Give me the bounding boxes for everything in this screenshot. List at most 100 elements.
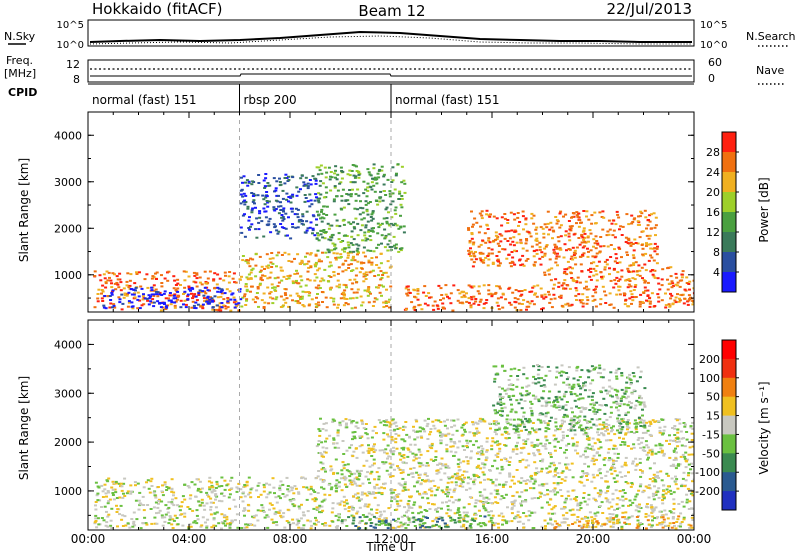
power-cell [119,289,123,292]
power-cell [265,195,269,198]
power-cell [653,247,657,250]
velocity-cell [482,466,486,469]
velocity-cell [690,462,693,465]
velocity-cell [503,457,507,460]
velocity-cell [516,423,520,426]
velocity-cell [613,508,616,511]
power-cell [154,272,157,275]
velocity-cell [330,511,334,514]
velocity-cell [455,484,458,487]
power-cell [321,236,325,239]
power-cell [271,286,275,289]
power-cell [125,294,129,297]
velocity-cell [672,498,676,501]
power-cell [186,298,190,301]
velocity-cell [530,477,534,480]
velocity-cell [678,463,682,466]
power-cell [301,213,305,216]
velocity-cell [518,520,522,523]
velocity-cell [444,434,448,437]
velocity-cell [158,509,162,512]
power-cell [122,287,126,290]
velocity-cell [475,452,479,455]
power-cell [582,252,586,255]
power-cell [368,235,372,238]
power-cell [103,295,107,297]
power-cell [313,199,317,202]
velocity-cell [336,502,340,505]
velocity-cell [292,498,296,501]
power-cell [644,216,648,219]
power-cell [301,304,305,306]
power-cell [355,243,359,246]
power-cell [152,276,156,279]
colorbar-tick-label: 24 [706,166,720,179]
power-cell [156,291,160,294]
power-cell [336,272,340,275]
velocity-cell [375,471,379,474]
date-title: 22/Jul/2013 [607,0,692,18]
power-cell [633,217,637,220]
velocity-cell [181,524,185,527]
power-cell [517,224,520,227]
power-cell [498,287,502,290]
velocity-cell [358,484,362,487]
velocity-cell [397,467,401,469]
velocity-cell [176,504,180,507]
power-cell [617,216,621,219]
power-cell [348,189,352,191]
velocity-cell [223,488,227,491]
power-cell [104,286,108,289]
velocity-cell [609,525,613,528]
power-cell [325,306,329,309]
velocity-cell [436,486,440,489]
velocity-cell [594,514,598,517]
velocity-cell [561,431,565,434]
power-cell [96,293,100,295]
power-cell [167,299,171,302]
velocity-cell [687,523,691,526]
power-cell [108,295,112,297]
power-cell [490,252,494,255]
velocity-cell [236,487,240,490]
velocity-cell [227,496,231,499]
velocity-cell [486,502,490,504]
velocity-cell [585,478,589,481]
velocity-cell [578,480,582,483]
velocity-cell [468,487,472,490]
velocity-cell [341,440,345,442]
power-cell [359,229,363,232]
power-cell [560,284,564,287]
power-cell [509,303,513,306]
velocity-cell [530,474,533,477]
power-cell [519,294,523,297]
velocity-cell [322,499,326,502]
power-cell [524,242,528,245]
velocity-cell [461,485,465,488]
power-cell [168,292,172,294]
velocity-cell [191,509,195,512]
velocity-cell [259,509,263,512]
power-cell [614,223,618,226]
power-cell [370,181,374,184]
power-cell [559,235,563,238]
velocity-cell [593,517,597,520]
power-cell [311,175,315,178]
power-cell [256,287,260,290]
velocity-cell [243,514,246,517]
power-cell [158,293,162,296]
power-cell [632,289,636,291]
velocity-cell [203,508,207,511]
power-cell [587,288,591,291]
power-cell [314,303,318,305]
power-cell [379,252,383,255]
velocity-cell [145,481,148,484]
velocity-cell [406,523,410,526]
velocity-cell [163,483,167,486]
velocity-cell [337,516,341,519]
velocity-cell [340,500,344,503]
power-cell [602,216,606,219]
velocity-cell [373,485,377,488]
velocity-cell [690,453,694,456]
power-cell [275,229,279,232]
